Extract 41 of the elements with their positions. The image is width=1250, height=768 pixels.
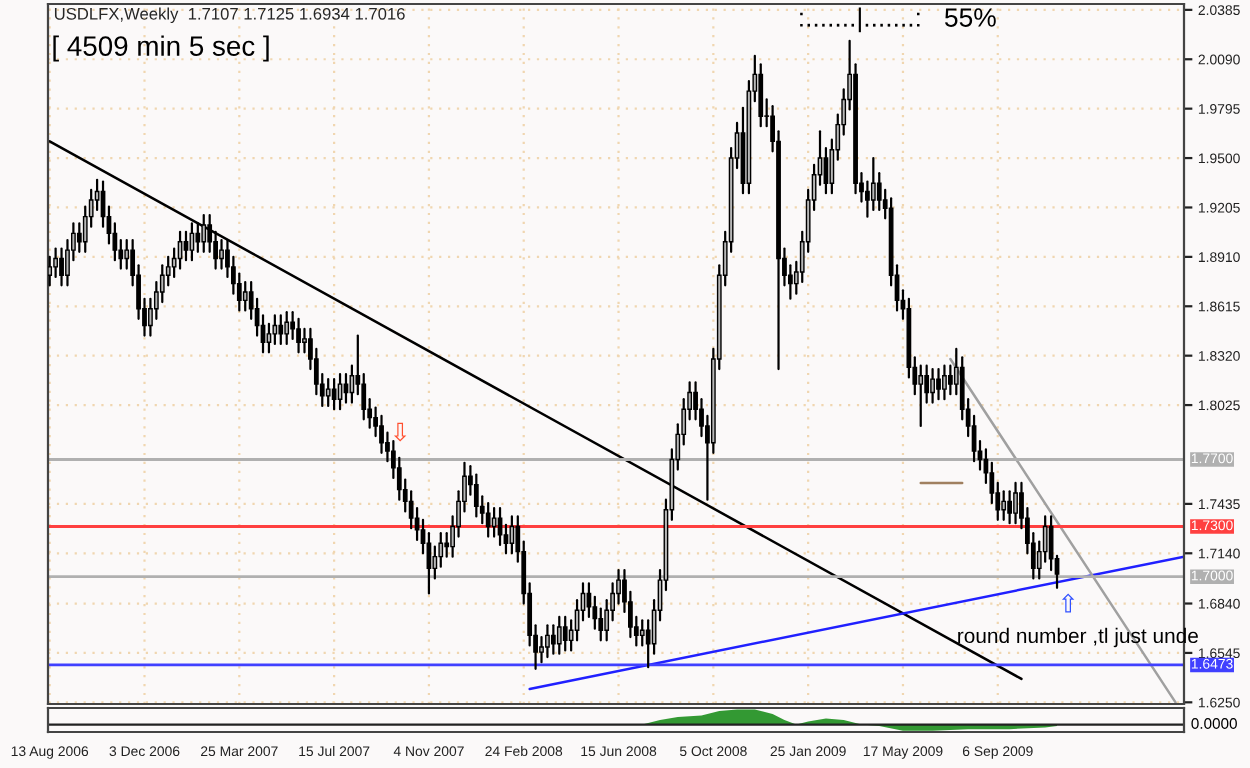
candlestick	[76, 222, 82, 253]
candlestick	[876, 172, 882, 212]
candlestick	[242, 280, 248, 312]
candlestick	[331, 378, 337, 411]
candlestick	[195, 222, 201, 253]
annotation: ⇩	[393, 422, 407, 442]
candlestick	[272, 314, 278, 346]
candlestick	[545, 624, 550, 659]
candlestick	[48, 255, 53, 287]
candlestick	[870, 156, 876, 212]
candlestick	[284, 311, 290, 346]
candlestick	[556, 615, 562, 655]
candlestick	[219, 239, 224, 270]
candlestick	[485, 501, 491, 538]
annotation: :.......|.......: 55%	[800, 7, 996, 33]
chart-title: USDLFX,Weekly 1.7107 1.7125 1.6934 1.7016	[54, 7, 405, 24]
candlestick	[473, 473, 479, 518]
candlestick	[936, 367, 941, 401]
candlestick	[379, 414, 384, 454]
candlestick	[758, 63, 764, 128]
annotation: [ 4509 min 5 sec ]	[53, 35, 269, 62]
candlestick	[444, 532, 450, 558]
candlestick	[550, 624, 556, 655]
candlestick	[59, 247, 64, 287]
candlestick	[639, 619, 645, 647]
candlestick	[296, 317, 301, 354]
candlestick	[562, 615, 568, 652]
candlestick	[1007, 490, 1013, 525]
annotation: ⇧	[1061, 593, 1075, 613]
candlestick	[930, 367, 935, 404]
candlestick	[325, 378, 331, 408]
candlestick	[124, 239, 130, 270]
candlestick	[1001, 490, 1007, 521]
candlestick	[947, 364, 953, 396]
candlestick	[201, 213, 207, 253]
candlestick	[918, 364, 924, 428]
candlestick	[1013, 481, 1018, 525]
candlestick	[278, 314, 284, 346]
candlestick	[509, 515, 515, 555]
candlestick	[942, 364, 947, 401]
candlestick	[53, 247, 59, 279]
